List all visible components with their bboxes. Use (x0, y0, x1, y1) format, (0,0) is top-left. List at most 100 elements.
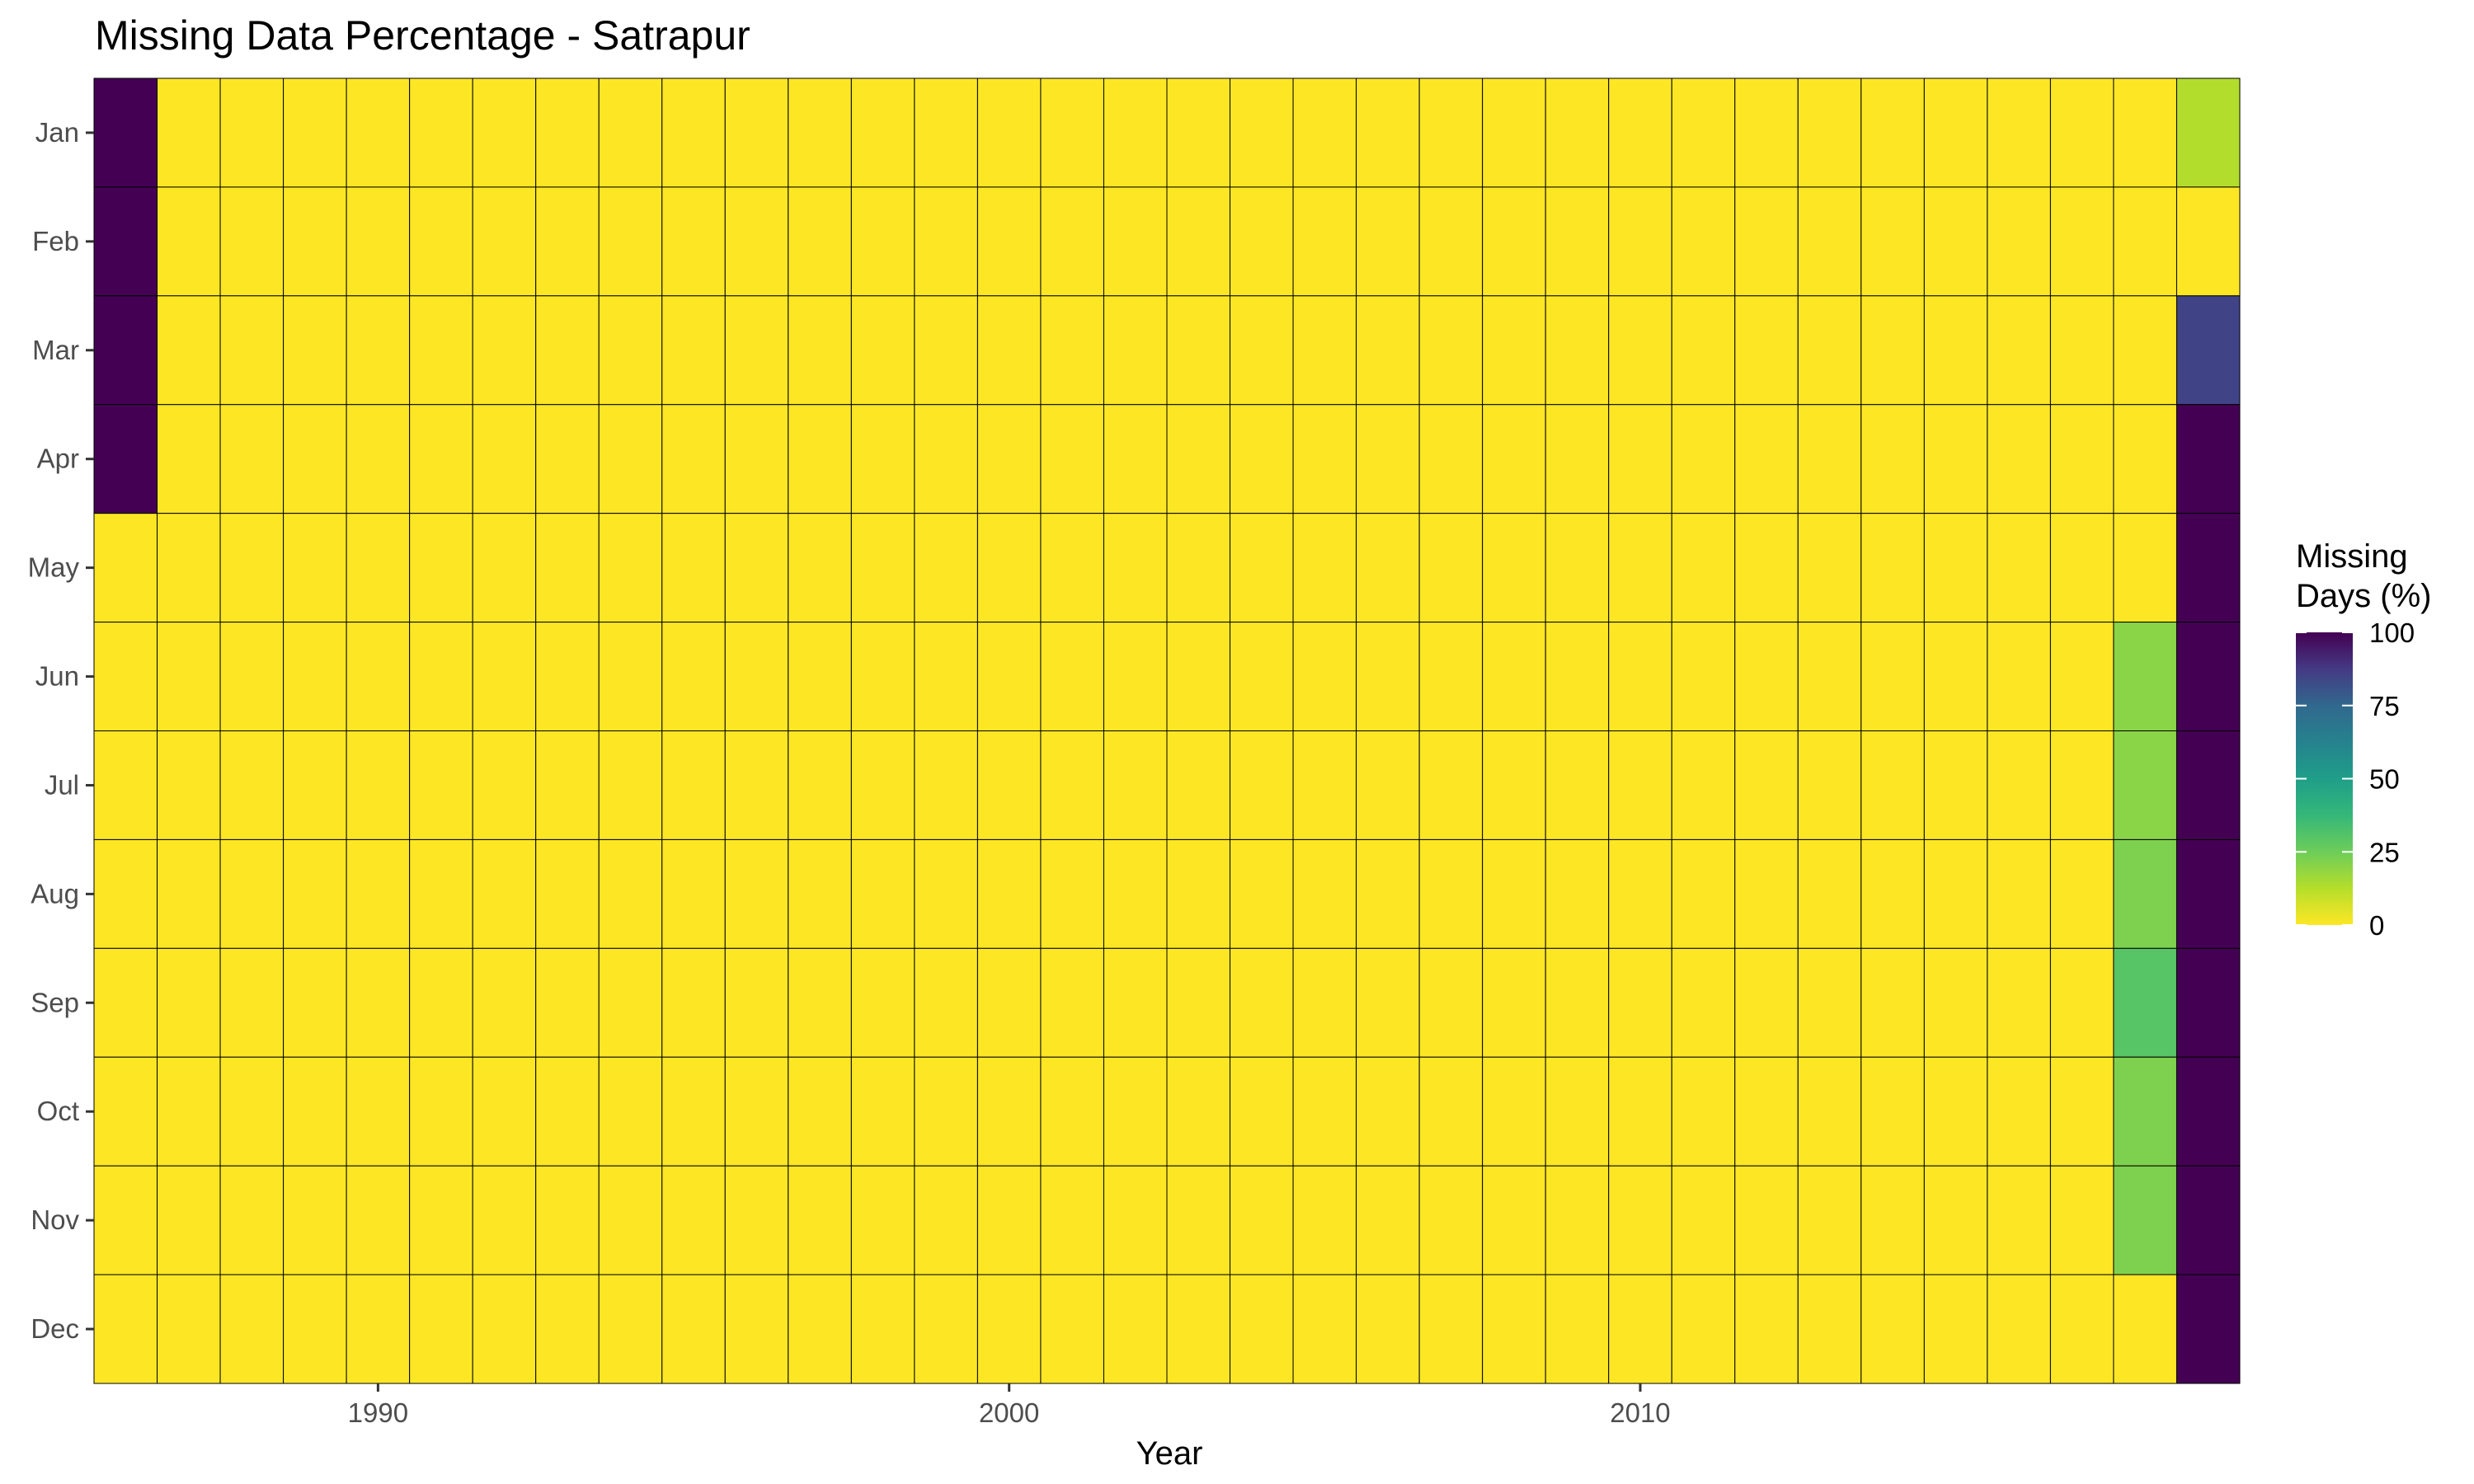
heatmap-cell (661, 513, 726, 623)
heatmap-cell (1166, 622, 1231, 732)
heatmap-cell (1545, 730, 1610, 840)
heatmap-cell (2049, 622, 2114, 732)
heatmap-cell (219, 77, 285, 188)
heatmap-cell (598, 1165, 663, 1275)
heatmap-cell (914, 404, 978, 514)
heatmap-cell (1166, 1274, 1231, 1384)
heatmap-cell (1545, 838, 1610, 949)
x-axis-title: Year (1136, 1435, 1203, 1472)
heatmap-cells (93, 77, 2241, 1384)
y-tick-label: Nov (31, 1205, 79, 1235)
heatmap-cell (1040, 838, 1104, 949)
heatmap-cell (2113, 295, 2177, 406)
heatmap-cell (1923, 1274, 1988, 1384)
legend-tick-label: 0 (2369, 910, 2384, 941)
heatmap-cell (1418, 730, 1484, 840)
heatmap-cell (1860, 730, 1925, 840)
heatmap-cell (409, 77, 473, 188)
y-tick-label: Aug (31, 878, 79, 909)
heatmap-cell (1292, 1274, 1357, 1384)
heatmap-cell (788, 186, 852, 297)
heatmap-cell (535, 295, 600, 406)
heatmap-cell (788, 1056, 852, 1167)
heatmap-cell (724, 295, 789, 406)
heatmap-cell (1482, 622, 1546, 732)
heatmap-cell (1797, 513, 1862, 623)
heatmap-cell (1860, 622, 1925, 732)
heatmap-cell (93, 513, 158, 623)
heatmap-cell (788, 730, 852, 840)
heatmap-cell (1987, 1056, 2051, 1167)
heatmap-cell (1987, 295, 2051, 406)
heatmap-cell (850, 1056, 915, 1167)
heatmap-cell (535, 404, 600, 514)
heatmap-cell (1671, 77, 1736, 188)
heatmap-cell (724, 186, 789, 297)
heatmap-cell (535, 1056, 600, 1167)
heatmap-cell (1860, 77, 1925, 188)
heatmap-cell (2049, 947, 2114, 1058)
heatmap-cell (283, 622, 347, 732)
heatmap-cell (1166, 947, 1231, 1058)
heatmap-cell (1987, 186, 2051, 297)
heatmap-cell (1671, 838, 1736, 949)
heatmap-cell (1418, 513, 1484, 623)
heatmap-cell (535, 838, 600, 949)
heatmap-cell (409, 1056, 473, 1167)
heatmap-cell (1797, 1165, 1862, 1275)
heatmap-cell (1545, 295, 1610, 406)
heatmap-cell (472, 730, 537, 840)
heatmap-cell (472, 513, 537, 623)
heatmap-cell (472, 1056, 537, 1167)
heatmap-cell (1482, 404, 1546, 514)
heatmap-cell (472, 947, 537, 1058)
heatmap-cell (2113, 730, 2177, 840)
heatmap-cell (2049, 295, 2114, 406)
y-tick-label: Jul (45, 769, 79, 800)
heatmap-cell (1734, 513, 1799, 623)
heatmap-cell (598, 838, 663, 949)
heatmap-cell (598, 404, 663, 514)
heatmap-cell (346, 838, 411, 949)
heatmap-cell (157, 404, 221, 514)
heatmap-cell (1923, 947, 1988, 1058)
heatmap-cell (724, 838, 789, 949)
heatmap-cell (976, 622, 1042, 732)
heatmap-cell (2049, 186, 2114, 297)
heatmap-cell (2049, 1274, 2114, 1384)
heatmap-cell (598, 1274, 663, 1384)
heatmap-cell (850, 947, 915, 1058)
heatmap-cell (914, 186, 978, 297)
heatmap-cell (535, 1165, 600, 1275)
heatmap-cell (1356, 1274, 1420, 1384)
heatmap-cell (2113, 1165, 2177, 1275)
heatmap-cell (93, 77, 158, 188)
heatmap-cell (661, 404, 726, 514)
heatmap-cell (1166, 77, 1231, 188)
heatmap-cell (788, 1165, 852, 1275)
heatmap-cell (1545, 1056, 1610, 1167)
heatmap-cell (850, 295, 915, 406)
heatmap-cell (661, 1165, 726, 1275)
heatmap-cell (1987, 404, 2051, 514)
heatmap-cell (1671, 947, 1736, 1058)
x-tick-label: 1990 (348, 1397, 408, 1428)
heatmap-cell (1734, 186, 1799, 297)
heatmap-cell (1734, 1165, 1799, 1275)
heatmap-cell (157, 622, 221, 732)
heatmap-cell (1545, 622, 1610, 732)
heatmap-cell (93, 1165, 158, 1275)
heatmap-cell (1734, 77, 1799, 188)
heatmap-cell (724, 1274, 789, 1384)
heatmap-cell (1166, 404, 1231, 514)
heatmap-cell (2175, 622, 2241, 732)
legend: Missing Days (%) 100 75 50 25 0 (2296, 538, 2431, 941)
heatmap-cell (850, 730, 915, 840)
heatmap-cell (724, 513, 789, 623)
heatmap-cell (1292, 186, 1357, 297)
heatmap-cell (598, 947, 663, 1058)
heatmap-cell (1608, 1274, 1672, 1384)
heatmap-cell (1040, 947, 1104, 1058)
heatmap-cell (1860, 186, 1925, 297)
